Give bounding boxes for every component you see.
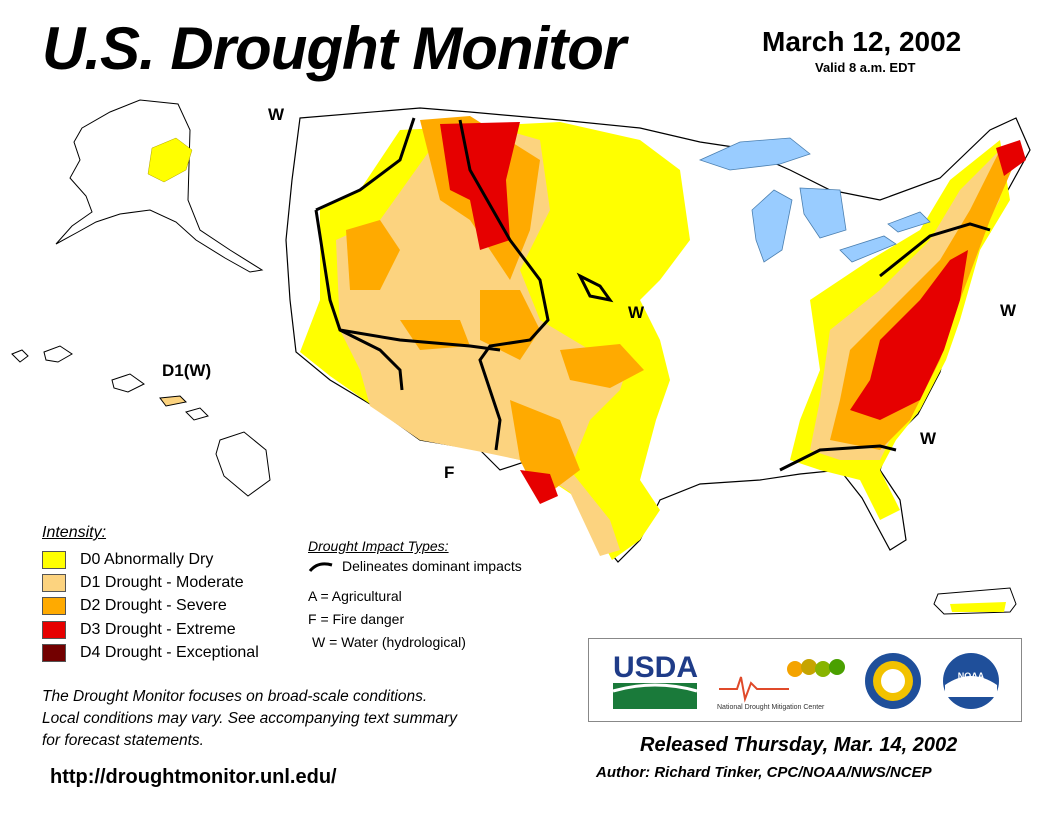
label-w-plains: W bbox=[628, 303, 645, 322]
map-title: U.S. Drought Monitor bbox=[42, 15, 626, 82]
usda-logo: USDA bbox=[612, 651, 698, 709]
agency-logos: USDA National Drought Mitigation Center … bbox=[588, 638, 1022, 722]
legend-item-d4: D4 Drought - Exceptional bbox=[42, 643, 259, 663]
legend-label-d1: D1 Drought - Moderate bbox=[80, 574, 244, 591]
website-url[interactable]: http://droughtmonitor.unl.edu/ bbox=[50, 766, 337, 788]
commerce-seal bbox=[865, 653, 921, 709]
disclaimer-note: The Drought Monitor focuses on broad-sca… bbox=[42, 686, 562, 752]
label-w-midatlantic: W bbox=[1000, 301, 1017, 320]
legend-swatch-d0 bbox=[42, 551, 66, 569]
impact-types-title: Drought Impact Types: bbox=[308, 538, 449, 554]
valid-time: Valid 8 a.m. EDT bbox=[815, 60, 916, 75]
hawaii-region bbox=[11, 345, 271, 497]
label-w-southeast: W bbox=[920, 429, 937, 448]
map-date: March 12, 2002 bbox=[762, 26, 962, 57]
label-w-northwest: W bbox=[268, 105, 285, 124]
legend-item-d2: D2 Drought - Severe bbox=[42, 596, 227, 616]
legend-swatch-d3 bbox=[42, 621, 66, 639]
legend-item-d3: D3 Drought - Extreme bbox=[42, 620, 236, 640]
impact-line-label: Delineates dominant impacts bbox=[342, 558, 522, 574]
impact-fire: F = Fire danger bbox=[308, 611, 405, 627]
noaa-logo: NOAA bbox=[943, 653, 999, 709]
label-hawaii: D1(W) bbox=[162, 361, 211, 380]
legend-item-d0: D0 Abnormally Dry bbox=[42, 550, 213, 570]
svg-text:USDA: USDA bbox=[613, 651, 698, 684]
impact-lines bbox=[314, 117, 991, 472]
note-line-1: The Drought Monitor focuses on broad-sca… bbox=[42, 688, 428, 705]
great-lakes bbox=[698, 137, 931, 263]
legend-label-d0: D0 Abnormally Dry bbox=[80, 551, 214, 568]
ndmc-logo: National Drought Mitigation Center bbox=[717, 659, 845, 711]
svg-text:NOAA: NOAA bbox=[958, 671, 985, 681]
puerto-rico-region bbox=[933, 587, 1017, 615]
svg-text:National Drought Mitigation Ce: National Drought Mitigation Center bbox=[717, 704, 825, 711]
legend-label-d3: D3 Drought - Extreme bbox=[80, 621, 236, 638]
legend-swatch-d2 bbox=[42, 597, 66, 615]
note-line-3: for forecast statements. bbox=[42, 732, 204, 749]
author-credit: Author: Richard Tinker, CPC/NOAA/NWS/NCE… bbox=[596, 764, 932, 781]
release-date: Released Thursday, Mar. 14, 2002 bbox=[640, 734, 958, 756]
impact-agricultural: A = Agricultural bbox=[308, 588, 402, 604]
label-f-southwest: F bbox=[444, 463, 454, 482]
impact-line-legend: Delineates dominant impacts bbox=[308, 558, 522, 574]
impact-line-icon bbox=[308, 562, 333, 572]
impact-water: W = Water (hydrological) bbox=[312, 634, 466, 650]
legend-item-d1: D1 Drought - Moderate bbox=[42, 573, 244, 593]
legend-label-d2: D2 Drought - Severe bbox=[80, 597, 227, 614]
note-line-2: Local conditions may vary. See accompany… bbox=[42, 710, 457, 727]
legend-swatch-d4 bbox=[42, 644, 66, 662]
legend-label-d4: D4 Drought - Exceptional bbox=[80, 644, 259, 661]
legend-title: Intensity: bbox=[42, 524, 107, 541]
legend-swatch-d1 bbox=[42, 574, 66, 592]
alaska-region bbox=[55, 99, 264, 273]
logos-svg: USDA National Drought Mitigation Center … bbox=[612, 651, 999, 711]
